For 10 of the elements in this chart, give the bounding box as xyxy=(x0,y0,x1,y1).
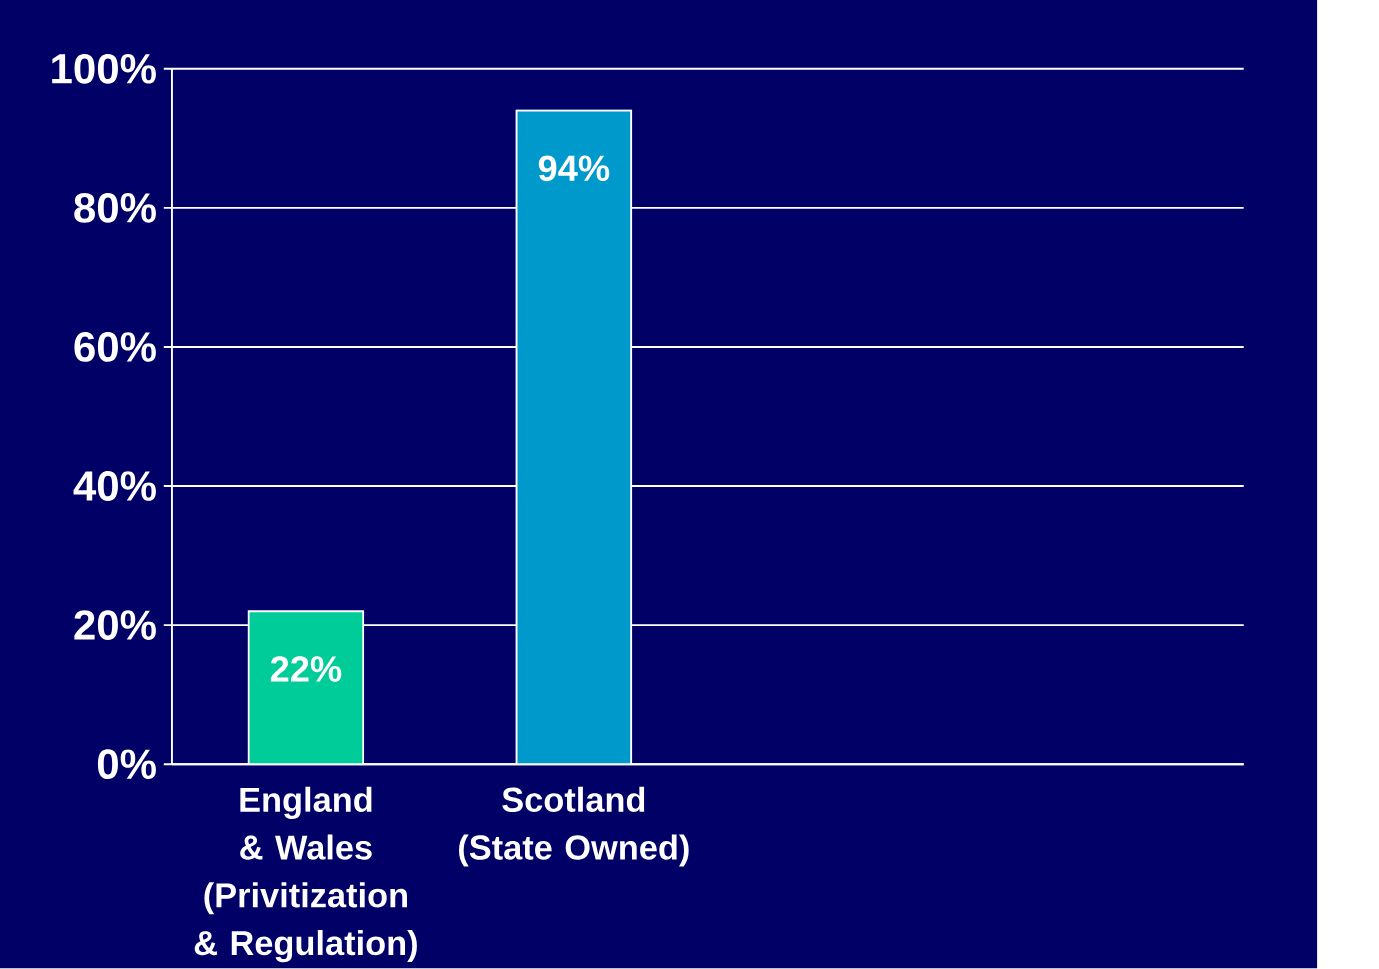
y-tick-label: 60% xyxy=(74,332,156,363)
y-tick-label: 100% xyxy=(52,54,156,84)
data-label: 94% xyxy=(538,155,610,182)
y-tick-label: 40% xyxy=(73,471,156,502)
x-tick-label: England & Wales (Privitization & Regulation) xyxy=(194,786,417,963)
y-tick-label: 20% xyxy=(74,610,156,641)
x-tick-label: Scotland (State Owned) xyxy=(459,786,689,867)
y-tick-label: 80% xyxy=(74,193,156,223)
y-tick-label: 0% xyxy=(97,749,156,780)
data-label: 22% xyxy=(270,656,342,682)
